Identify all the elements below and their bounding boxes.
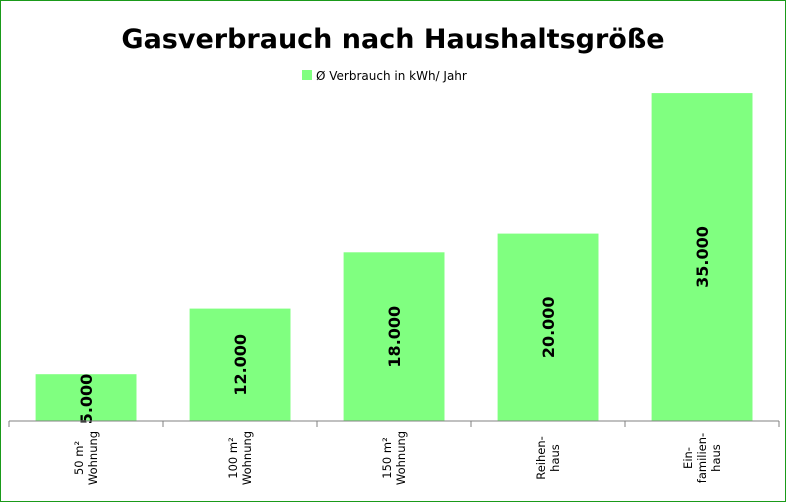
x-tick-label-0-line-1: Wohnung (86, 431, 100, 485)
bar-0 (35, 374, 137, 421)
x-tick-labels: 50 m² Wohnung 100 m² Wohnung 150 m² Wohnung Re… (72, 431, 723, 485)
legend: Ø Verbrauch in kWh/ Jahr (302, 69, 467, 83)
x-tick-label-0-line-0: 50 m² (72, 441, 86, 475)
x-tick-label-4-line-0: Ein- (681, 447, 695, 469)
x-tick-label-1-line-0: 100 m² (226, 437, 240, 478)
legend-label: Ø Verbrauch in kWh/ Jahr (316, 69, 467, 83)
data-label-0: 5.000 (77, 374, 96, 425)
bar-2 (343, 252, 445, 421)
x-tick-label-3-line-0: Reihen- (534, 436, 548, 480)
x-tick-label-2-line-0: 150 m² (380, 437, 394, 478)
x-tick-label-4-line-1: familien- (695, 433, 709, 483)
legend-swatch (302, 70, 312, 80)
x-tick-label-1-line-1: Wohnung (240, 431, 254, 485)
data-label-1: 12.000 (231, 334, 250, 396)
x-tick-label-4: Ein-familien-haus (681, 433, 723, 483)
data-labels: 5.000 12.000 18.000 20.000 35.000 (77, 226, 712, 424)
x-tick-label-3: Reihen-haus (534, 436, 562, 480)
bars (35, 93, 753, 421)
data-label-3: 20.000 (539, 296, 558, 358)
x-tick-label-1: 100 m² Wohnung (226, 431, 254, 485)
x-tick-label-4-line-2: haus (709, 444, 723, 472)
x-axis (8, 420, 780, 427)
chart-title: Gasverbrauch nach Haushaltsgröße (121, 24, 664, 55)
x-tick-label-2: 150 m² Wohnung (380, 431, 408, 485)
x-tick-label-3-line-1: haus (548, 444, 562, 472)
bar-3 (497, 233, 599, 421)
data-label-2: 18.000 (385, 306, 404, 368)
bar-1 (189, 308, 291, 421)
bar-4 (651, 93, 753, 421)
x-tick-label-0: 50 m² Wohnung (72, 431, 100, 485)
x-tick-label-2-line-1: Wohnung (394, 431, 408, 485)
data-label-4: 35.000 (693, 226, 712, 288)
